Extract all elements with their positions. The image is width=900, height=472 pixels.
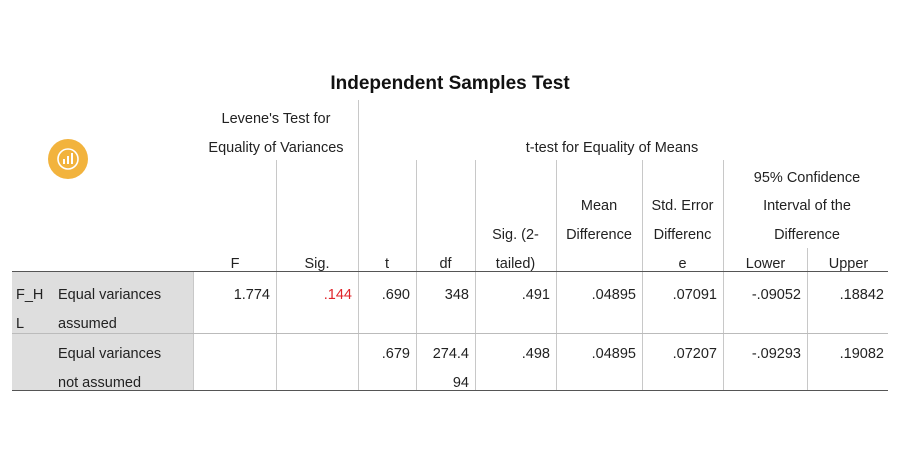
row2-std-err: .07207 [672,346,717,362]
col-header-se-line2: Differenc [653,227,712,243]
col-header-F: F [230,256,240,272]
row1-std-err: .07091 [672,287,717,303]
col-header-sig2-line1: Sig. (2- [492,227,539,243]
levene-header-line1: Levene's Test for [221,111,331,127]
row2-upper: .19082 [839,346,884,362]
grid-line [416,160,417,390]
grid-line [642,160,643,390]
col-header-se-line3: e [678,256,687,272]
row1-sig: .144 [323,287,352,303]
grid-line [358,100,359,390]
row1-sig2: .491 [521,287,550,303]
levene-header-line2: Equality of Variances [208,140,344,156]
col-header-df: df [439,256,452,272]
header-underline [12,271,888,272]
row2-df-line1: 274.4 [432,346,469,362]
chart-badge-icon [48,139,88,179]
variable-label-line1: F_H [16,287,44,303]
row-divider [12,333,888,334]
row1-label-line2: assumed [58,316,117,332]
row2-lower: -.09293 [751,346,801,362]
col-header-lower: Lower [745,256,786,272]
table-bottom-line [12,390,888,391]
row2-label-line1: Equal variances [58,346,162,362]
row1-df: 348 [444,287,469,303]
col-header-md-line1: Mean [580,198,618,214]
grid-line [723,160,724,390]
row1-upper: .18842 [839,287,884,303]
row1-t: .690 [381,287,410,303]
col-header-t: t [384,256,390,272]
row2-sig2: .498 [521,346,550,362]
table-title: Independent Samples Test [330,73,570,94]
row1-label-line1: Equal variances [58,287,162,303]
row2-df-line2: 94 [452,375,469,391]
row1-F: 1.774 [233,287,270,303]
col-header-md-line2: Difference [566,227,632,243]
ci-header-line3: Difference [774,227,840,243]
row2-label-line2: not assumed [58,375,142,391]
ttest-header: t-test for Equality of Means [525,140,699,156]
row1-lower: -.09052 [751,287,801,303]
grid-line [556,160,557,390]
col-header-upper: Upper [828,256,869,272]
grid-line [807,248,808,390]
col-header-sig: Sig. [304,256,330,272]
row2-t: .679 [381,346,410,362]
ci-header-line2: Interval of the [763,198,851,214]
grid-line [193,272,194,390]
col-header-se-line1: Std. Error [651,198,714,214]
ci-header-line1: 95% Confidence [753,170,861,186]
grid-line [276,160,277,390]
variable-label-line2: L [16,316,25,332]
row2-mean-diff: .04895 [591,346,636,362]
grid-line [475,160,476,390]
col-header-sig2-line2: tailed) [495,256,536,272]
row-label-shade [12,272,194,390]
row1-mean-diff: .04895 [591,287,636,303]
